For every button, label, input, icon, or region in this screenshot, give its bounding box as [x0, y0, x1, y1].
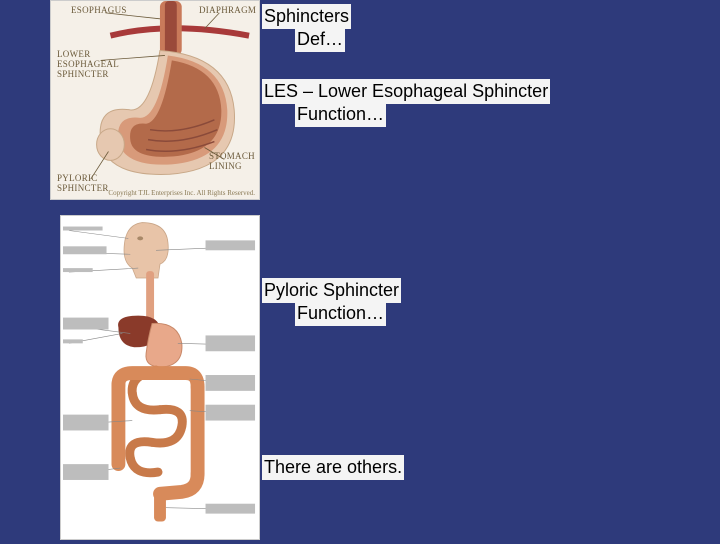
image1-copyright: Copyright TJL Enterprises Inc. All Right… — [108, 189, 255, 197]
label-pyloric: PYLORIC SPHINCTER — [57, 173, 109, 193]
label-stomach-lining: STOMACH LINING — [209, 151, 255, 171]
heading-sphincters: Sphincters — [262, 4, 351, 29]
heading-les-function: Function… — [295, 102, 386, 127]
heading-others: There are others. — [262, 455, 404, 480]
heading-def: Def… — [295, 27, 345, 52]
label-diaphragm: DIAPHRAGM — [199, 5, 256, 15]
heading-pyloric: Pyloric Sphincter — [262, 278, 401, 303]
heading-les: LES – Lower Esophageal Sphincter — [262, 79, 550, 104]
stomach-diagram: ESOPHAGUS DIAPHRAGM LOWER ESOPHAGEAL SPH… — [50, 0, 260, 200]
digestive-tract-diagram — [60, 215, 260, 540]
label-esophagus: ESOPHAGUS — [71, 5, 127, 15]
digestive-illustration — [61, 216, 259, 539]
heading-pyloric-function: Function… — [295, 301, 386, 326]
label-les: LOWER ESOPHAGEAL SPHINCTER — [57, 49, 119, 79]
